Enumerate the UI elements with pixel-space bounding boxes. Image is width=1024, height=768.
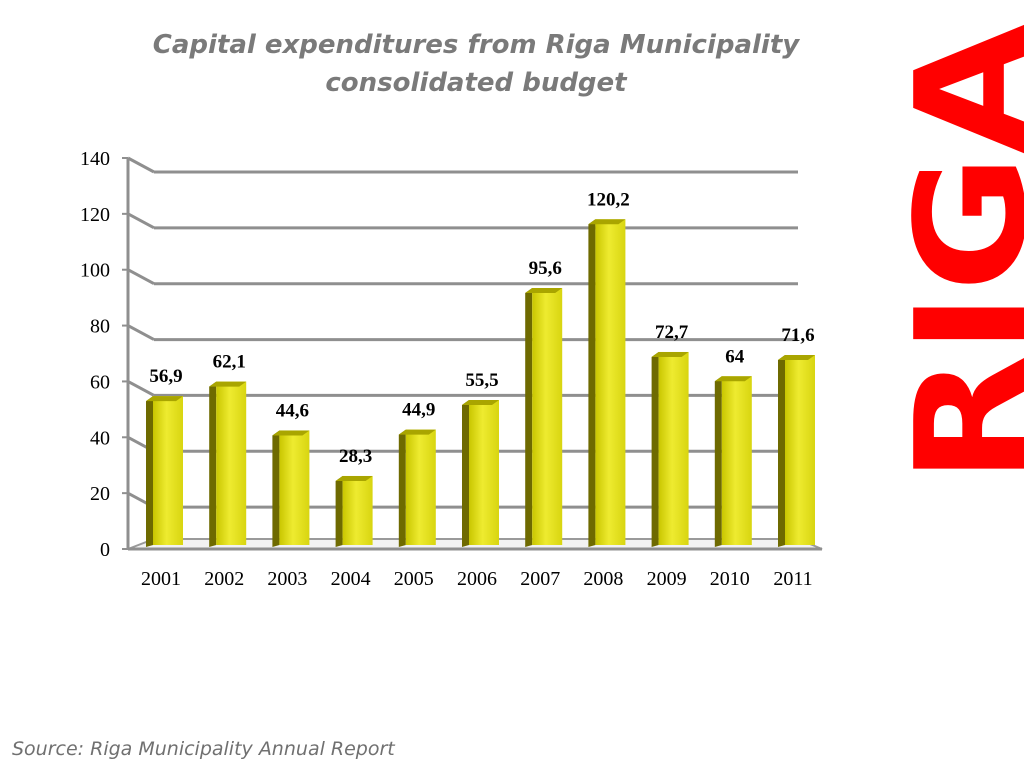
data-labels: 56,9 62,1 44,6 28,3 44,9 55,5 95,6 120,2 72,7 64 7… <box>149 189 814 467</box>
y-tick-label: 0 <box>100 539 110 561</box>
gridline-side <box>127 212 155 230</box>
data-label: 95,6 <box>529 258 562 279</box>
y-tick-label: 40 <box>90 427 110 449</box>
bar <box>658 351 689 545</box>
bar-side <box>588 219 596 547</box>
x-tick-label: 2007 <box>520 568 560 590</box>
y-tick-label: 140 <box>80 148 110 170</box>
bar <box>405 429 436 545</box>
x-tick-label: 2004 <box>331 568 371 590</box>
x-tick-label: 2006 <box>457 568 497 590</box>
bar <box>216 381 247 545</box>
bar-side <box>714 376 722 547</box>
y-tick-label: 100 <box>80 260 110 282</box>
x-tick-label: 2010 <box>710 568 750 590</box>
x-tick-label: 2009 <box>647 568 687 590</box>
data-label: 28,3 <box>339 446 372 467</box>
x-tick-label: 2008 <box>583 568 623 590</box>
bar-top <box>714 376 752 382</box>
bar-side <box>525 288 533 547</box>
data-label: 71,6 <box>781 325 814 346</box>
bar-side <box>398 429 406 547</box>
x-tick-labels: 2001 2002 2003 2004 2005 2006 2007 2008 2009 2010… <box>141 568 813 590</box>
y-tick-labels: 0 20 40 60 80 100 120 140 <box>80 148 110 561</box>
data-label: 44,6 <box>276 400 309 421</box>
y-tick-label: 120 <box>80 204 110 226</box>
bar <box>342 475 373 545</box>
data-label: 72,7 <box>655 322 689 343</box>
bar-top <box>272 430 310 436</box>
data-label: 120,2 <box>587 189 630 210</box>
bar-side <box>272 430 280 547</box>
x-tick-label: 2003 <box>267 568 307 590</box>
x-tick-label: 2011 <box>773 568 812 590</box>
bar <box>279 430 310 545</box>
bars <box>146 219 815 547</box>
bar-side <box>651 351 659 547</box>
bar-top <box>462 399 499 405</box>
bar-top <box>398 429 436 435</box>
bar <box>153 396 183 545</box>
gridline-side <box>127 156 155 174</box>
bar-top <box>335 475 373 481</box>
y-tick-label: 80 <box>90 316 110 338</box>
gridline-side <box>127 380 155 397</box>
bar-top <box>778 355 815 361</box>
gridlines <box>127 156 798 509</box>
data-label: 62,1 <box>213 352 246 373</box>
bar <box>532 288 563 545</box>
bar-top <box>588 219 626 225</box>
bar <box>785 355 815 545</box>
gridline-side <box>127 268 155 286</box>
y-tick-label: 20 <box>90 483 110 505</box>
x-tick-label: 2002 <box>204 568 244 590</box>
x-tick-label: 2005 <box>394 568 434 590</box>
bar-top <box>651 351 689 357</box>
bar-side <box>146 396 153 547</box>
y-tick-label: 60 <box>90 371 110 393</box>
data-label: 55,5 <box>465 370 498 391</box>
x-tick-label: 2001 <box>141 568 181 590</box>
bar <box>721 376 752 545</box>
bar <box>469 399 499 545</box>
bar-side <box>335 475 343 547</box>
chart-title: Capital expenditures from Riga Municipal… <box>152 30 800 98</box>
source-note: Source: Riga Municipality Annual Report <box>12 738 395 760</box>
bar-top <box>209 381 247 387</box>
data-label: 64 <box>725 346 745 367</box>
bar-side <box>462 399 469 547</box>
gridline-side <box>127 324 155 341</box>
riga-logo: RIGA <box>883 24 1024 484</box>
bar-side <box>209 381 217 547</box>
bar-side <box>778 355 785 547</box>
data-label: 44,9 <box>402 400 435 421</box>
bar <box>595 219 626 545</box>
bar-top <box>146 396 183 402</box>
bar-top <box>525 288 563 294</box>
data-label: 56,9 <box>149 366 182 387</box>
